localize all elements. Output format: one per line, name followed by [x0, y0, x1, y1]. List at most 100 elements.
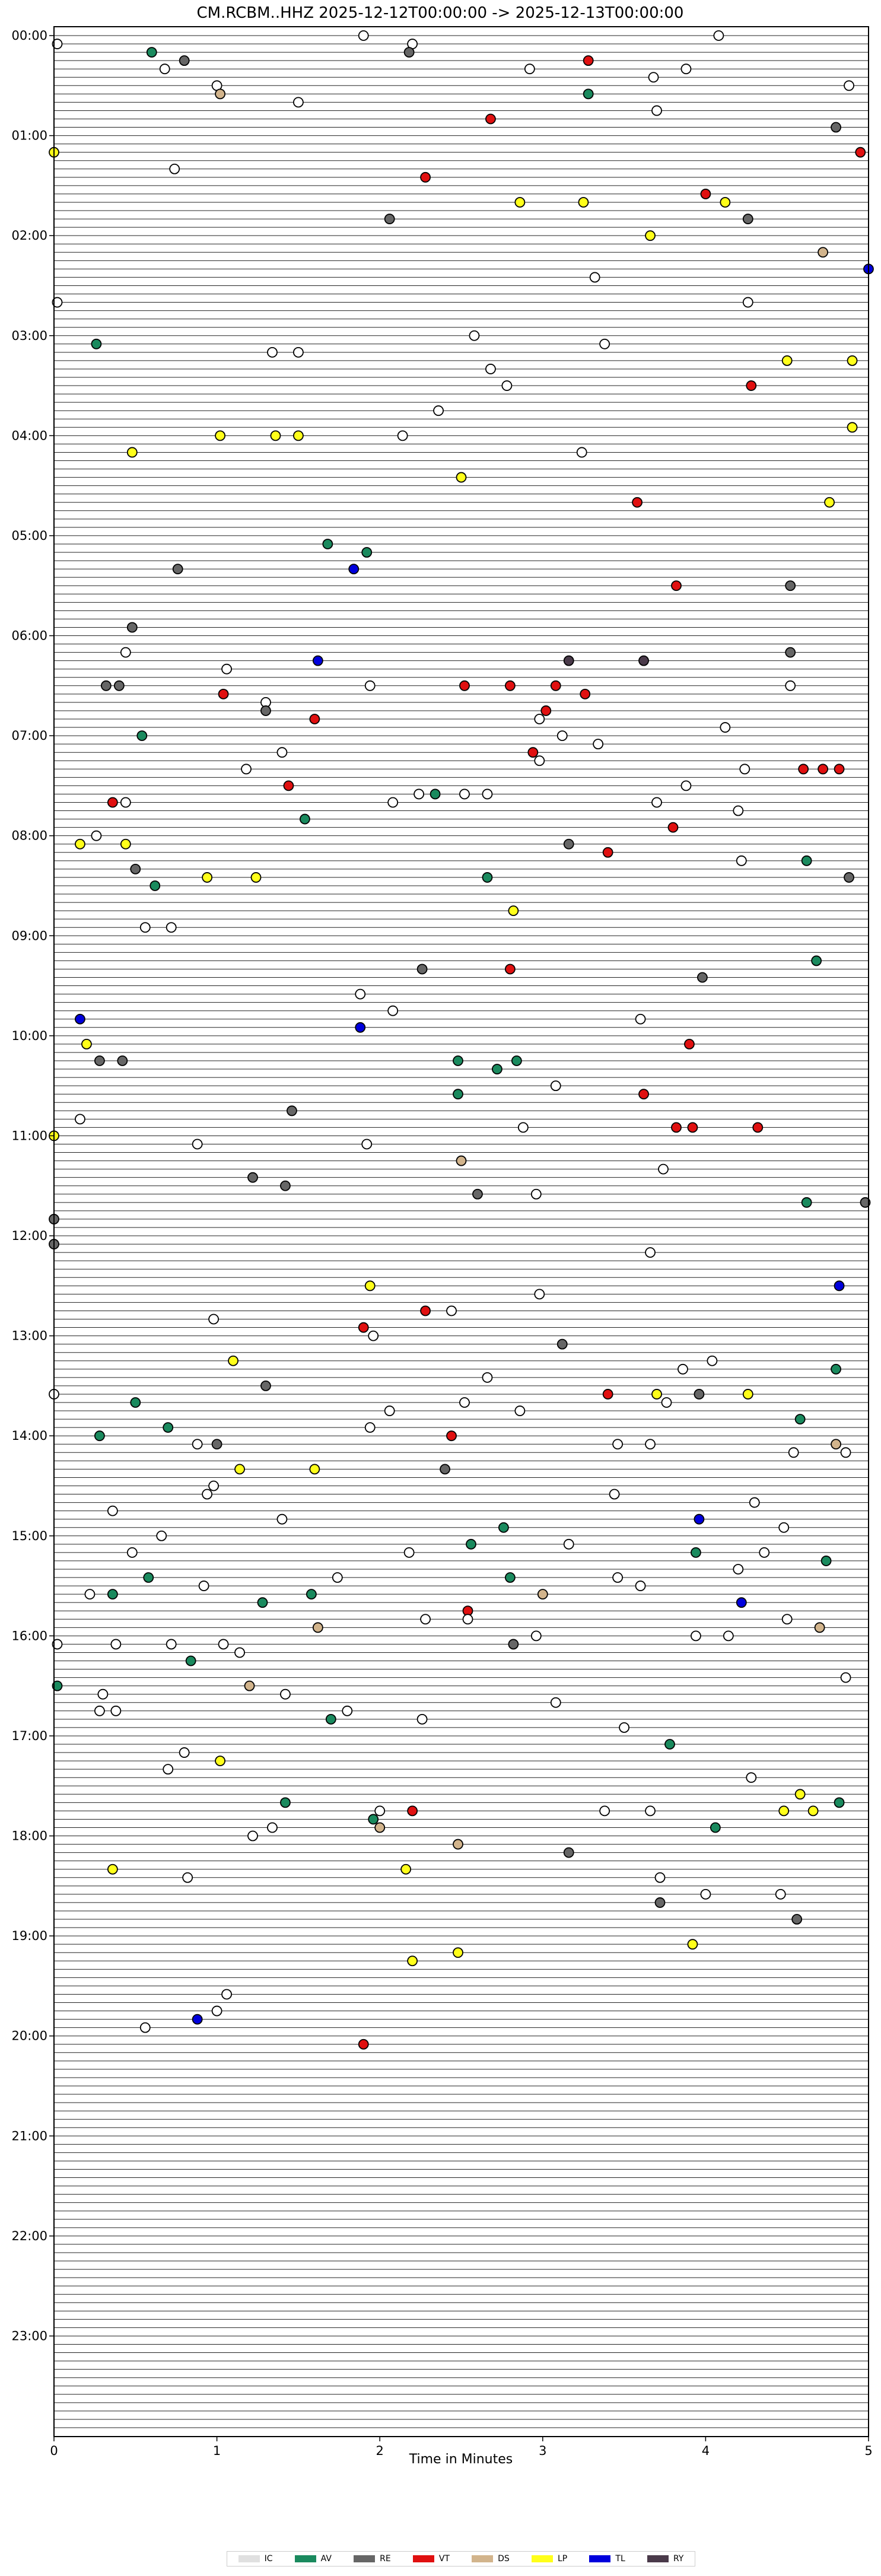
event-marker-tl [694, 1513, 705, 1525]
event-marker-ic [713, 30, 724, 41]
event-marker-ic [110, 1639, 122, 1650]
legend-item: LP [532, 2554, 567, 2564]
event-marker-lp [645, 230, 656, 241]
event-marker-ic [781, 1614, 793, 1625]
event-marker-lp [250, 872, 262, 883]
event-marker-ic [576, 447, 587, 458]
event-marker-ic [485, 364, 496, 374]
event-marker-ic [635, 1013, 646, 1025]
event-marker-vt [550, 680, 561, 691]
event-marker-av [322, 539, 333, 549]
event-marker-av [710, 1822, 721, 1833]
event-marker-ic [192, 1439, 203, 1450]
event-marker-ic [397, 430, 408, 441]
event-marker-ic [593, 739, 604, 750]
event-marker-lp [794, 1789, 806, 1800]
event-marker-lp [270, 430, 281, 441]
event-marker-re [563, 838, 574, 850]
y-tick-label: 03:00 [11, 329, 47, 343]
event-marker-vt [700, 189, 711, 199]
event-marker-av [325, 1713, 336, 1725]
event-marker-tl [192, 2014, 203, 2025]
legend-label: RY [673, 2554, 684, 2564]
event-marker-av [150, 880, 161, 891]
event-marker-ic [241, 764, 252, 775]
event-marker-ic [91, 830, 102, 841]
event-marker-re [694, 1389, 705, 1400]
event-marker-ic [280, 1688, 291, 1700]
event-marker-ic [384, 1405, 395, 1416]
event-marker-av [820, 1556, 832, 1566]
event-marker-ic [192, 1138, 203, 1150]
event-marker-vt [855, 147, 866, 158]
legend-item: IC [238, 2554, 272, 2564]
event-marker-tl [75, 1013, 85, 1025]
event-marker-lp [228, 1355, 238, 1366]
event-marker-lp [807, 1805, 819, 1817]
event-marker-vt [671, 1122, 682, 1133]
event-marker-vt [107, 797, 118, 808]
legend-item: DS [472, 2554, 510, 2564]
event-marker-av [834, 1797, 845, 1808]
event-marker-ds [818, 247, 829, 258]
event-marker-lp [107, 1863, 118, 1875]
y-tick-label: 11:00 [11, 1128, 47, 1143]
event-marker-vt [218, 688, 229, 699]
event-marker-re [113, 680, 125, 691]
event-marker-re [697, 972, 708, 983]
event-marker-vt [407, 1805, 418, 1817]
event-markers [49, 30, 874, 2050]
event-marker-ic [292, 97, 304, 108]
event-marker-vt [420, 1305, 431, 1316]
event-marker-ic [612, 1572, 624, 1583]
event-marker-ic [462, 1614, 473, 1625]
x-tick-label: 2 [376, 2444, 384, 2458]
event-marker-ic [459, 1397, 470, 1408]
event-marker-ic [446, 1305, 457, 1316]
event-marker-tl [736, 1597, 747, 1608]
event-marker-vt [798, 764, 809, 775]
event-marker-av [52, 1680, 63, 1691]
event-marker-re [117, 1055, 128, 1066]
event-marker-av [130, 1397, 141, 1408]
event-marker-lp [234, 1464, 245, 1475]
event-marker-ic [720, 722, 731, 733]
event-marker-vt [459, 680, 470, 691]
chart-title: CM.RCBM..HHZ 2025-12-12T00:00:00 -> 2025… [197, 4, 684, 22]
event-marker-vt [602, 1389, 613, 1400]
event-marker-ic [775, 1888, 786, 1900]
event-marker-re [860, 1197, 871, 1208]
event-marker-av [91, 338, 102, 349]
event-marker-ic [482, 1372, 493, 1383]
event-marker-ic [202, 1489, 213, 1500]
y-tick-label: 15:00 [11, 1529, 47, 1543]
event-marker-re [472, 1188, 483, 1200]
event-marker-av [811, 955, 822, 966]
event-marker-vt [283, 780, 294, 791]
event-marker-ic [139, 2022, 151, 2033]
event-marker-av [136, 730, 148, 741]
event-marker-re [260, 1381, 271, 1391]
event-marker-ic [342, 1705, 353, 1716]
event-marker-ds [215, 88, 225, 100]
event-marker-ic [364, 680, 376, 691]
event-marker-re [280, 1180, 291, 1191]
event-marker-av [453, 1055, 463, 1066]
event-marker-ic [785, 680, 796, 691]
event-marker-ic [403, 1547, 415, 1558]
event-marker-ic [84, 1589, 96, 1600]
event-marker-ic [276, 1513, 288, 1525]
event-marker-re [831, 122, 841, 133]
event-marker-ic [414, 788, 425, 800]
event-marker-vt [358, 2038, 369, 2050]
event-marker-re [179, 55, 190, 66]
x-axis-label: Time in Minutes [409, 2452, 513, 2467]
y-tick-label: 06:00 [11, 629, 47, 643]
event-marker-ic [361, 1138, 373, 1150]
event-marker-ic [387, 797, 399, 808]
event-marker-re [508, 1639, 519, 1650]
event-marker-ic [530, 1188, 542, 1200]
event-marker-av [498, 1522, 509, 1533]
event-marker-ic [550, 1080, 561, 1092]
